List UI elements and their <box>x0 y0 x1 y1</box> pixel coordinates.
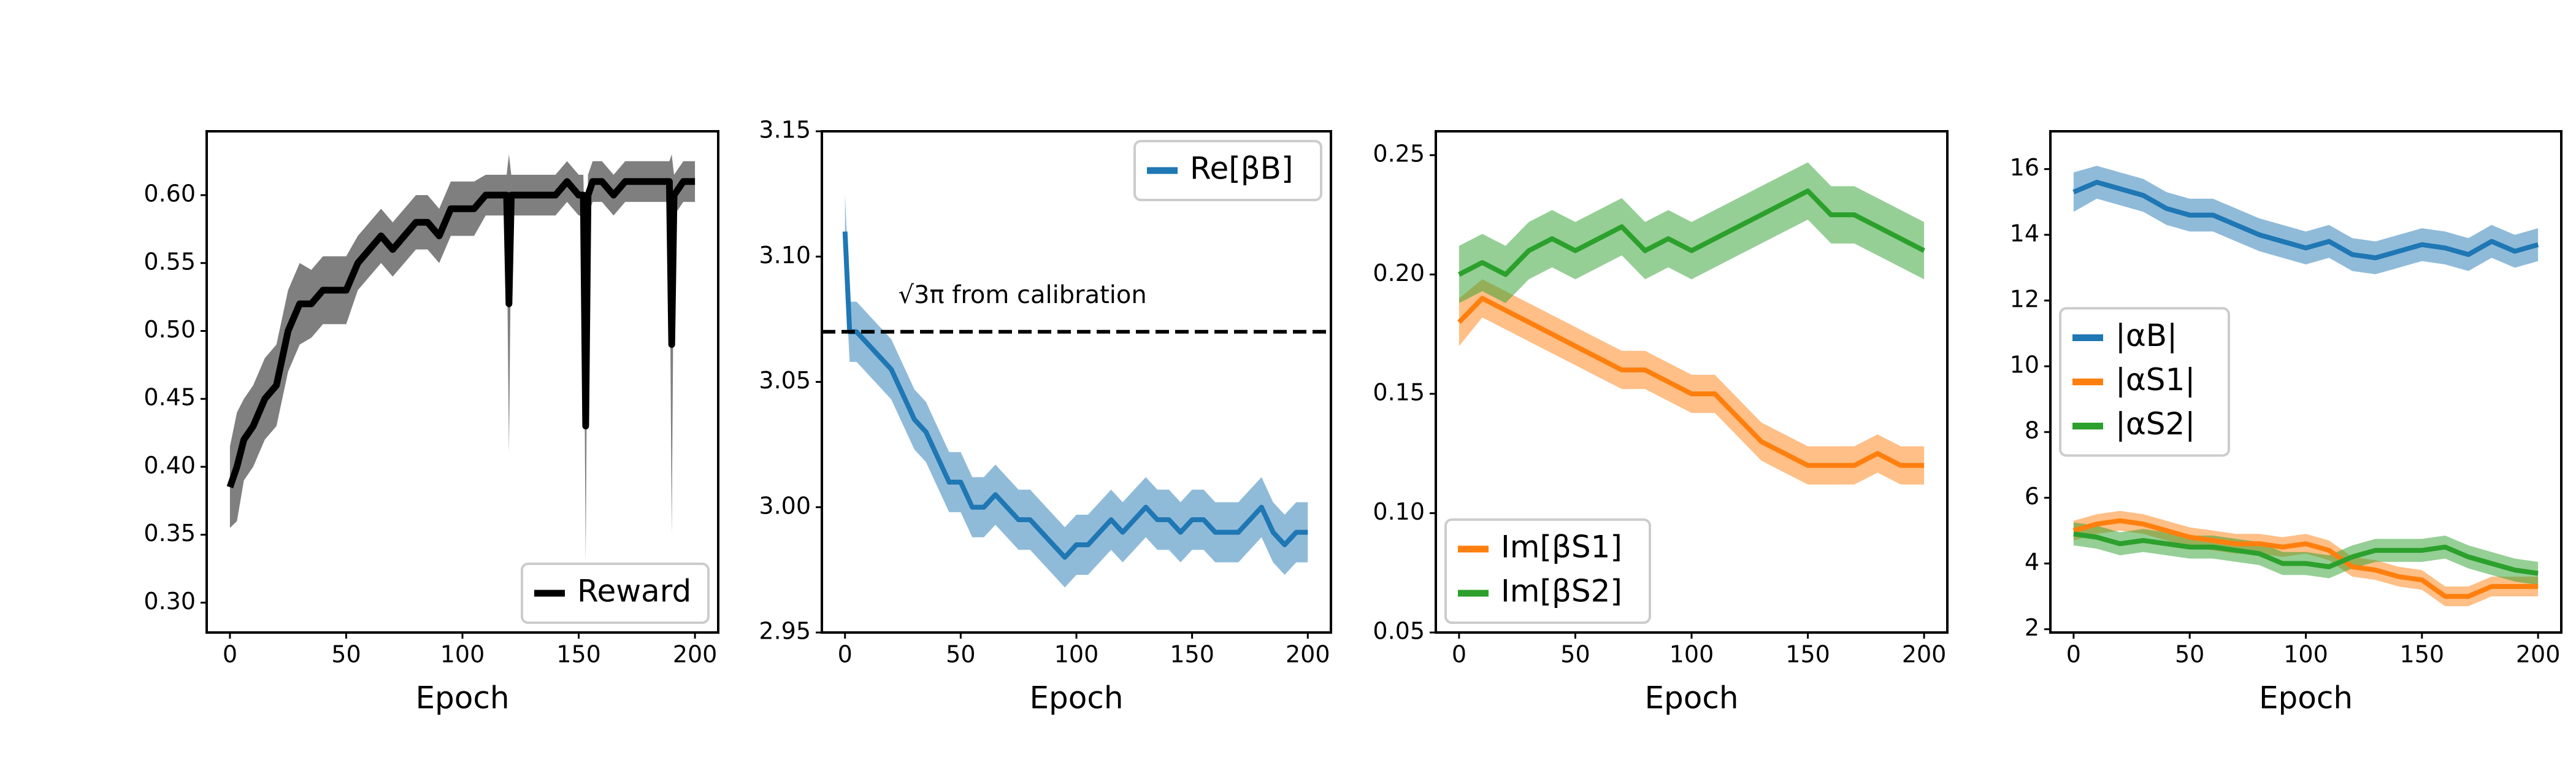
error-band <box>229 154 696 562</box>
mean-line <box>2073 531 2539 576</box>
x-tick-label: 0 <box>838 641 853 668</box>
y-tick-label: 3.15 <box>759 117 811 144</box>
x-tick-label: 200 <box>673 641 718 668</box>
axes <box>2072 166 2539 607</box>
plot-area <box>842 194 1308 588</box>
y-tick-label: 14 <box>2010 220 2039 247</box>
x-tick-label: 100 <box>440 641 485 668</box>
x-tick-label: 150 <box>1170 641 1214 668</box>
y-tick-label: 0.50 <box>144 316 196 343</box>
x-tick-label: 50 <box>2175 641 2204 668</box>
legend-label: Im[βS1] <box>1501 529 1622 565</box>
mean-line <box>1458 188 1925 277</box>
y-tick-label: 0.45 <box>144 384 196 411</box>
x-tick-label: 100 <box>1669 641 1714 668</box>
mean-line <box>226 178 696 488</box>
x-tick-label: 50 <box>1560 641 1590 668</box>
legend: Re[βB] <box>1133 140 1322 201</box>
error-band <box>845 194 1308 588</box>
legend-frame <box>521 563 710 624</box>
mean-line <box>842 231 1308 560</box>
plot-area <box>1457 162 1925 485</box>
legend-label: Re[βB] <box>1190 151 1293 187</box>
x-tick-label: 150 <box>1785 641 1830 668</box>
error-band <box>1459 279 1925 485</box>
y-tick-label: 2 <box>2025 614 2039 641</box>
x-tick-label: 100 <box>2283 641 2328 668</box>
legend-frame <box>2059 307 2230 457</box>
mean-line <box>2072 518 2539 599</box>
x-tick-label: 150 <box>556 641 601 668</box>
x-tick-label: 100 <box>1054 641 1099 668</box>
x-tick-label: 0 <box>1452 641 1466 668</box>
x-tick-label: 200 <box>1286 641 1330 668</box>
annotation: √3π from calibration <box>899 281 1147 309</box>
y-tick-label: 16 <box>2010 154 2039 181</box>
plot-area <box>226 154 696 562</box>
y-tick-label: 3.10 <box>759 242 811 269</box>
error-band <box>1459 162 1925 304</box>
plot-area <box>2072 166 2539 607</box>
x-axis-label: Epoch <box>1644 680 1738 716</box>
axes <box>1457 162 1925 485</box>
y-tick-label: 10 <box>2010 352 2039 379</box>
x-tick-label: 150 <box>2400 641 2445 668</box>
y-tick-label: 12 <box>2010 285 2039 312</box>
y-tick-label: 6 <box>2025 483 2039 510</box>
legend: Reward <box>521 563 710 624</box>
y-tick-label: 0.15 <box>1373 379 1425 406</box>
legend-label: Reward <box>577 574 691 609</box>
y-tick-label: 0.25 <box>1373 140 1425 167</box>
x-tick-label: 200 <box>1902 641 1947 668</box>
y-tick-label: 0.10 <box>1373 498 1425 525</box>
y-tick-label: 2.95 <box>759 618 811 645</box>
y-tick-label: 0.60 <box>144 180 196 207</box>
legend: Im[βS1] Im[βS2] <box>1444 518 1651 624</box>
y-tick-label: 0.20 <box>1373 260 1425 287</box>
y-tick-label: 4 <box>2025 548 2039 575</box>
legend-label: |αB| <box>2115 318 2177 353</box>
y-tick-label: 0.05 <box>1373 618 1425 645</box>
error-band <box>2073 166 2539 275</box>
x-tick-label: 200 <box>2516 641 2561 668</box>
y-tick-label: 0.55 <box>144 248 196 275</box>
mean-line <box>2072 180 2539 261</box>
y-tick-label: 3.00 <box>759 492 811 519</box>
legend-frame <box>1133 140 1322 201</box>
axes <box>226 154 696 562</box>
y-tick-label: 8 <box>2025 417 2039 444</box>
x-tick-label: 0 <box>2066 641 2081 668</box>
legend-frame <box>1444 518 1651 624</box>
axes <box>822 194 1331 588</box>
x-tick-label: 50 <box>331 641 361 668</box>
x-axis-label: Epoch <box>1029 680 1123 716</box>
y-tick-label: 0.40 <box>144 452 196 479</box>
y-tick-label: 0.30 <box>144 588 196 615</box>
legend-label: Im[βS2] <box>1501 574 1622 609</box>
error-band <box>2073 522 2539 585</box>
x-tick-label: 0 <box>223 641 237 668</box>
legend: |αB| |αS1| |αS2| <box>2059 307 2230 457</box>
legend-label: |αS2| <box>2115 406 2195 442</box>
legend-label: |αS1| <box>2115 362 2195 398</box>
x-axis-label: Epoch <box>2259 680 2353 716</box>
y-tick-label: 3.05 <box>759 367 811 394</box>
x-tick-label: 50 <box>946 641 975 668</box>
x-axis-label: Epoch <box>415 680 509 716</box>
mean-line <box>1457 296 1925 468</box>
y-tick-label: 0.35 <box>144 520 196 547</box>
